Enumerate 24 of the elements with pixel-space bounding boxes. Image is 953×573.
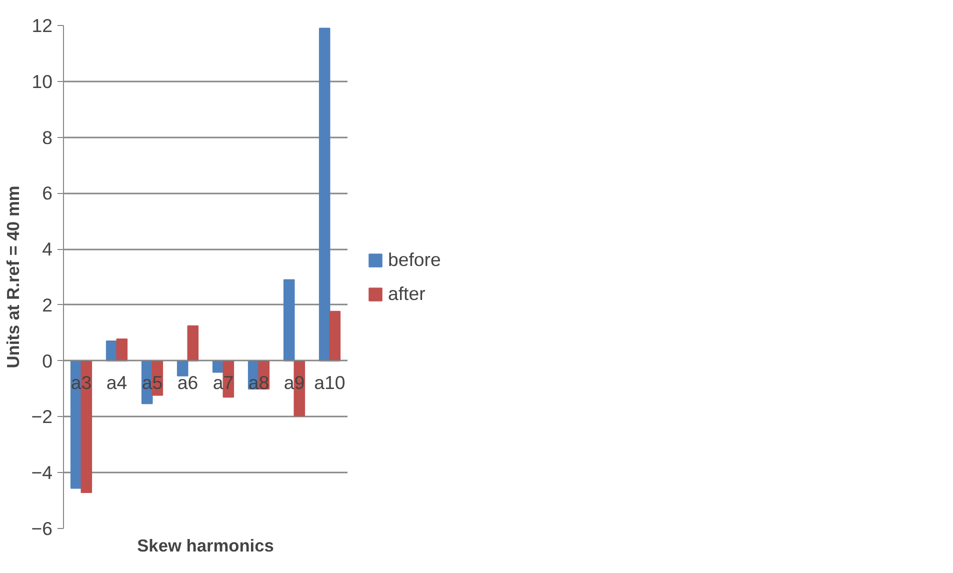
bar (329, 310, 341, 362)
y-tick-label: −2 (31, 406, 53, 428)
x-axis-title: Skew harmonics (137, 536, 274, 556)
bar (116, 338, 128, 362)
x-tick-label: a10 (314, 372, 346, 393)
x-tick-label: a4 (106, 372, 128, 393)
y-tick-label: 10 (32, 70, 53, 92)
y-tick-label: 2 (42, 294, 53, 316)
bar (187, 325, 199, 362)
y-tick-label: −4 (31, 462, 53, 484)
x-tick-label: a6 (177, 372, 198, 393)
y-tick-label: 8 (42, 126, 53, 148)
bar (318, 28, 330, 362)
legend-label: after (388, 282, 426, 304)
bar (212, 360, 224, 373)
legend-label: before (388, 248, 441, 270)
bar (176, 360, 188, 376)
y-tick-label: −6 (31, 518, 53, 539)
y-tick-label: 0 (42, 350, 53, 372)
y-axis-title: Units at R.ref = 40 mm (3, 186, 24, 368)
y-tick-label: 6 (42, 182, 53, 204)
y-tick-label: 12 (32, 15, 53, 36)
bar (283, 279, 295, 362)
y-tick-label: 4 (42, 238, 53, 260)
